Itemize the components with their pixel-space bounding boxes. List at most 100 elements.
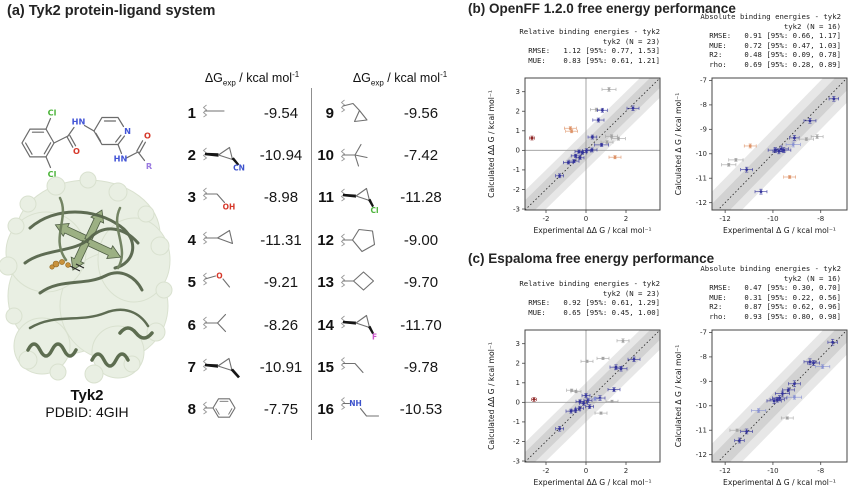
ligand-structure-ome: O [202, 271, 231, 288]
pdb-id: PDBID: 4GIH [45, 404, 129, 420]
svg-text:0: 0 [516, 147, 520, 155]
ligand-dg-value: -11.28 [400, 189, 442, 207]
svg-text:Experimental Δ G / kcal mol⁻¹: Experimental Δ G / kcal mol⁻¹ [723, 478, 836, 487]
ligand-dg-value: -8.98 [263, 189, 299, 207]
ligand-structure-methyl [202, 104, 225, 118]
ligand-number: 16 [317, 401, 334, 419]
svg-text:-12: -12 [719, 215, 730, 223]
chart-c-relative: -2 0 2 -3 -2 -1 0 1 2 3 Experimental ΔΔ G / kcal m… [487, 329, 661, 487]
ligand-number: 5 [187, 274, 196, 292]
ligand-row: 12 -9.00 [314, 219, 450, 261]
svg-text:0: 0 [584, 467, 588, 475]
ligand-structure-cp_cl: Cl [340, 187, 379, 215]
ligand-number: 13 [317, 274, 334, 292]
ligand-structure-cyclopentyl [340, 229, 376, 253]
svg-text:-3: -3 [513, 457, 520, 465]
ligand-number: 4 [187, 231, 196, 249]
ligand-row: 15 -9.78 [314, 346, 450, 388]
ligand-dg-value: -9.54 [263, 104, 299, 122]
beta-sheet-arrows [54, 209, 122, 271]
svg-text:-12: -12 [696, 451, 707, 459]
dg-exp-header-col1: ΔGexp / kcal mol-1 [204, 70, 300, 88]
svg-text:2: 2 [516, 108, 520, 116]
svg-text:Calculated Δ G / kcal mol⁻¹: Calculated Δ G / kcal mol⁻¹ [674, 93, 683, 196]
svg-text:Calculated ΔΔ G / kcal mol⁻¹: Calculated ΔΔ G / kcal mol⁻¹ [487, 90, 496, 198]
svg-text:O: O [216, 271, 222, 280]
panel-c-title: (c) Espaloma free energy performance [468, 251, 715, 266]
alpha-helices [26, 326, 154, 368]
svg-text:-11: -11 [696, 175, 707, 183]
svg-text:-10: -10 [767, 215, 778, 223]
svg-text:OH: OH [223, 202, 236, 211]
ligand-dg-value: -10.94 [259, 147, 303, 165]
ligand-row: 10 -7.42 [314, 134, 450, 176]
ligand-number: 6 [187, 316, 196, 334]
svg-text:1: 1 [516, 379, 520, 387]
ligand-dg-value: -9.56 [403, 104, 439, 122]
ligand-structure-ethyl [340, 356, 364, 373]
chart-b-relative: -2 0 2 -3 -2 -1 0 1 2 3 Experimental ΔΔ G / kcal m… [487, 77, 661, 235]
svg-text:-10: -10 [696, 150, 707, 158]
ligand-dg-value: -9.78 [403, 359, 439, 377]
svg-text:-12: -12 [719, 467, 730, 475]
ligand-structure-cp_f: F [340, 315, 377, 342]
ligand-structure-ch2_cp [340, 99, 368, 123]
atom-label-n-pyridine: N [124, 126, 131, 136]
ligand-dg-value: -9.00 [403, 231, 439, 249]
ligand-structure-nh_et: NH [340, 397, 380, 417]
svg-text:NH: NH [349, 399, 362, 408]
ligand-row: 4 -11.31 [174, 219, 308, 261]
ligand-structure-cp_cn: CN [202, 146, 245, 172]
stats-b-absolute: Absolute binding energies - tyk2 tyk2 (N… [700, 12, 841, 69]
svg-text:3: 3 [516, 88, 520, 96]
ligand-row: 5 O -9.21 [174, 262, 308, 304]
ligand-structure-phenyl [202, 398, 236, 418]
ligand-structure-tbutyl [340, 143, 368, 167]
ligand-row: 7 -10.91 [174, 346, 308, 388]
ligand-dg-value: -10.53 [399, 401, 443, 419]
ligand-row: 3 OH -8.98 [174, 177, 308, 219]
ligand-number: 7 [187, 359, 196, 377]
svg-text:2: 2 [516, 360, 520, 368]
ligand-number: 8 [187, 401, 196, 419]
svg-text:-9: -9 [700, 378, 707, 386]
panel-b-title: (b) OpenFF 1.2.0 free energy performance [468, 1, 736, 16]
svg-text:-8: -8 [700, 101, 707, 109]
scaffold-bonds [21, 116, 146, 169]
svg-text:3: 3 [516, 340, 520, 348]
svg-text:Calculated ΔΔ G / kcal mol⁻¹: Calculated ΔΔ G / kcal mol⁻¹ [487, 342, 496, 450]
svg-text:-2: -2 [543, 215, 550, 223]
svg-text:2: 2 [624, 467, 628, 475]
svg-text:0: 0 [584, 215, 588, 223]
svg-text:-8: -8 [817, 215, 824, 223]
atom-label-hn1: HN [72, 117, 86, 127]
protein-caption: Tyk2 PDBID: 4GIH [12, 387, 162, 420]
svg-text:CN: CN [233, 163, 245, 172]
stats-c-relative: Relative binding energies - tyk2 tyk2 (N… [519, 279, 660, 317]
svg-text:-8: -8 [700, 353, 707, 361]
svg-text:-2: -2 [543, 467, 550, 475]
dg-exp-header-col2: ΔGexp / kcal mol-1 [352, 70, 448, 88]
svg-text:1: 1 [516, 127, 520, 135]
ligand-number: 14 [317, 316, 334, 334]
svg-text:-11: -11 [696, 427, 707, 435]
svg-text:Experimental ΔΔ G / kcal mol⁻¹: Experimental ΔΔ G / kcal mol⁻¹ [533, 478, 651, 487]
svg-text:-10: -10 [767, 467, 778, 475]
ligand-dg-value: -11.70 [400, 316, 442, 334]
svg-text:-8: -8 [817, 467, 824, 475]
ligand-row: 6 -8.26 [174, 304, 308, 346]
ligand-structure-cyclopropyl [202, 230, 234, 245]
svg-text:Experimental Δ G / kcal mol⁻¹: Experimental Δ G / kcal mol⁻¹ [723, 226, 836, 235]
svg-text:-1: -1 [513, 418, 520, 426]
chart-b-absolute: -12 -10 -8 -12 -11 -10 -9 -8 -7 Experimental Δ G … [674, 77, 848, 235]
ligand-row: 14 F -11.70 [314, 304, 450, 346]
atom-label-cl-top: Cl [48, 108, 57, 118]
svg-text:-10: -10 [696, 402, 707, 410]
ligand-structure-cyclobutyl [340, 271, 375, 291]
svg-text:-2: -2 [513, 438, 520, 446]
ligand-row: 2 CN -10.94 [174, 134, 308, 176]
svg-text:F: F [372, 333, 377, 342]
ligand-number: 15 [317, 359, 334, 377]
ligand-row: 13 -9.70 [314, 262, 450, 304]
